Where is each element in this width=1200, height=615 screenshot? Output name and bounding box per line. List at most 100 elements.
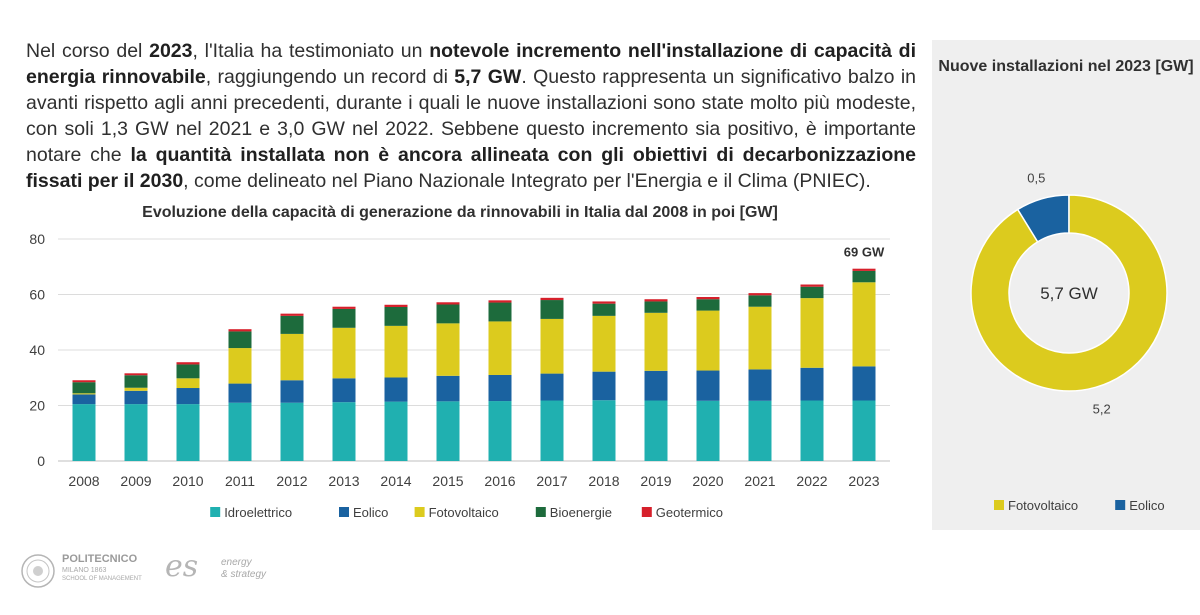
x-tick-label: 2020 [692, 473, 723, 489]
bar-segment [280, 333, 304, 381]
bar-segment [592, 371, 616, 401]
es-line-2: & strategy [221, 569, 267, 580]
bar-segment [696, 310, 720, 371]
legend-label: Eolico [353, 505, 388, 520]
bar-segment [228, 329, 252, 332]
donut-center-label: 5,7 GW [1040, 284, 1098, 303]
legend-swatch [339, 507, 349, 517]
bar-segment [436, 401, 460, 461]
bar-segment [748, 306, 772, 370]
bar-segment [332, 306, 356, 309]
bar-segment [852, 282, 876, 367]
bar-segment [644, 370, 668, 401]
bar-segment [540, 373, 564, 401]
bar-segment [852, 366, 876, 401]
bar-segment [72, 382, 96, 394]
donut-chart: 0,5 5,2 5,7 GW Fotovoltaico Eolico [970, 171, 1168, 513]
bar-segment [280, 380, 304, 403]
bar-segment [592, 315, 616, 372]
intro-paragraph: Nel corso del 2023, l'Italia ha testimon… [26, 40, 916, 192]
politecnico-logo: POLITECNICO MILANO 1863 SCHOOL OF MANAGE… [20, 553, 142, 594]
bar-segment [540, 297, 564, 301]
bar-segment [488, 302, 512, 322]
bar-segment [72, 404, 96, 461]
bar-segment [748, 369, 772, 401]
bar-segment [540, 318, 564, 374]
bar-segment [228, 402, 252, 461]
bar-segment [384, 306, 408, 326]
bar-segment [332, 327, 356, 379]
bar-segment [176, 362, 200, 365]
legend-swatch [1115, 500, 1126, 510]
bar-chart-title: Evoluzione della capacità di generazione… [142, 204, 778, 221]
bar-segment [436, 323, 460, 376]
legend-label: Fotovoltaico [1008, 498, 1078, 513]
bar-segment [436, 302, 460, 305]
donut-chart-title: Nuove installazioni nel 2023 [GW] [938, 58, 1194, 75]
bar-segment [696, 400, 720, 461]
x-tick-label: 2018 [588, 473, 619, 489]
legend-label: Idroelettrico [224, 505, 292, 520]
bar-segment [124, 375, 148, 388]
legend-label: Eolico [1129, 498, 1164, 513]
x-tick-label: 2014 [380, 473, 411, 489]
bar-segment [644, 301, 668, 313]
politecnico-name: POLITECNICO [62, 553, 138, 565]
donut-slice [970, 194, 1168, 392]
total-annotation: 69 GW [844, 245, 885, 260]
bar-segment [488, 321, 512, 375]
seal-icon [21, 554, 55, 588]
bar-segment [124, 387, 148, 391]
x-tick-label: 2023 [848, 473, 879, 489]
side-panel: Nuove installazioni nel 2023 [GW] 0,5 5,2… [932, 40, 1200, 530]
bar-segment [592, 303, 616, 316]
legend-label: Geotermico [656, 505, 723, 520]
bar-segment [384, 325, 408, 378]
x-tick-label: 2015 [432, 473, 463, 489]
bar-segment [644, 312, 668, 371]
bar-segment [176, 364, 200, 379]
bar-segment [228, 331, 252, 349]
slice-label: 5,2 [1093, 401, 1111, 416]
x-tick-label: 2011 [225, 473, 255, 489]
legend-swatch [641, 507, 652, 517]
bar-segment [124, 390, 148, 405]
bar-segment [488, 374, 512, 402]
x-tick-label: 2016 [484, 473, 515, 489]
legend-label: Bioenergie [550, 505, 612, 520]
x-tick-label: 2008 [68, 473, 99, 489]
es-mark: es [165, 549, 199, 584]
legend-swatch [994, 500, 1004, 510]
x-tick-label: 2021 [744, 473, 775, 489]
bar-segment [748, 293, 772, 296]
y-tick-label: 60 [29, 287, 45, 303]
bar-segment [644, 299, 668, 302]
legend-swatch [210, 507, 221, 517]
y-tick-label: 0 [37, 453, 45, 469]
bar-segment [800, 400, 824, 461]
y-tick-label: 20 [29, 398, 45, 414]
bar-segment [592, 301, 616, 304]
bar-segment [176, 404, 200, 461]
x-tick-label: 2017 [536, 473, 567, 489]
bar-segment [436, 375, 460, 402]
bar-segment [384, 304, 408, 307]
bar-segment [280, 313, 304, 316]
x-tick-label: 2009 [120, 473, 151, 489]
slice-label: 0,5 [1027, 171, 1045, 186]
bar-segment [72, 393, 96, 395]
bar-segment [852, 400, 876, 461]
legend-swatch [414, 507, 425, 517]
bar-segment [280, 402, 304, 461]
politecnico-school: SCHOOL OF MANAGEMENT [62, 576, 142, 582]
bar-segment [176, 388, 200, 405]
bar-segment [644, 400, 668, 461]
legend-swatch [535, 507, 546, 517]
legend-label: Fotovoltaico [429, 505, 499, 520]
bar-segment [124, 373, 148, 376]
x-tick-label: 2013 [328, 473, 359, 489]
bar-segment [332, 378, 356, 403]
bar-segment [748, 400, 772, 461]
bar-segment [124, 404, 148, 461]
stacked-bar-chart: 0 20 40 60 80 2008 2009 2010 2011 2012 2013 2014 201… [29, 231, 890, 520]
